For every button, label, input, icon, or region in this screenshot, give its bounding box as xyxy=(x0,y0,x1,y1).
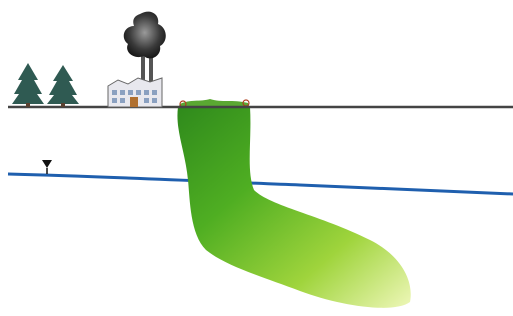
water-table-marker xyxy=(42,160,52,168)
smoke xyxy=(124,12,166,59)
factory xyxy=(108,52,162,107)
tree xyxy=(12,63,44,107)
water-table xyxy=(8,174,513,194)
scene xyxy=(0,0,513,316)
contaminant-plume xyxy=(177,107,410,308)
tree xyxy=(47,65,79,107)
